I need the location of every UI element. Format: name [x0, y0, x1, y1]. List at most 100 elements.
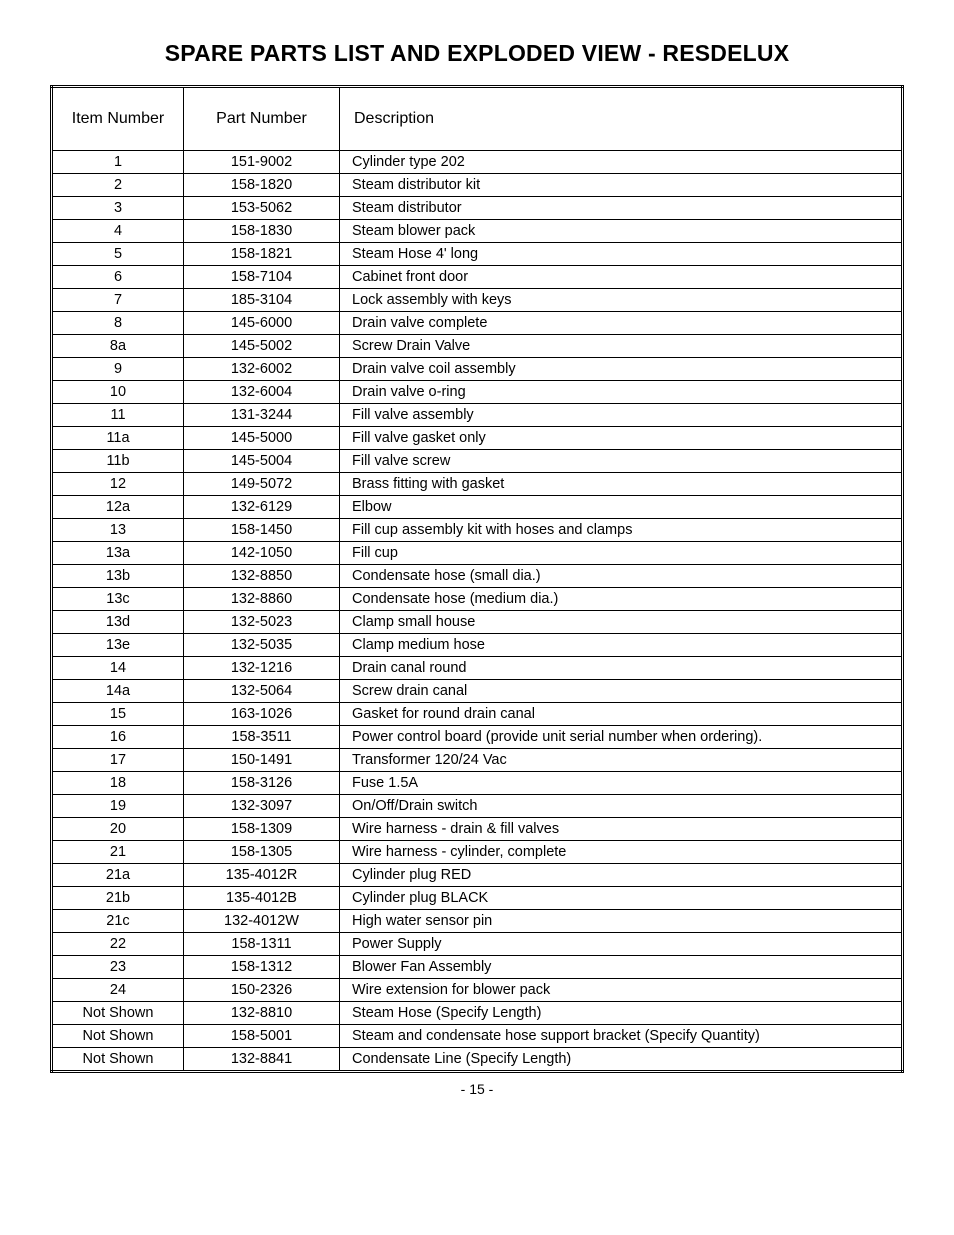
cell-item-number: 22 [52, 933, 184, 956]
cell-item-number: 17 [52, 749, 184, 772]
cell-item-number: 12 [52, 473, 184, 496]
cell-part-number: 163-1026 [184, 703, 340, 726]
cell-part-number: 158-5001 [184, 1025, 340, 1048]
cell-description: On/Off/Drain switch [340, 795, 903, 818]
cell-item-number: 10 [52, 381, 184, 404]
cell-part-number: 132-6129 [184, 496, 340, 519]
cell-item-number: 21b [52, 887, 184, 910]
cell-part-number: 132-5064 [184, 680, 340, 703]
col-description: Description [340, 87, 903, 151]
table-row: 4158-1830Steam blower pack [52, 220, 903, 243]
cell-part-number: 151-9002 [184, 151, 340, 174]
cell-part-number: 132-3097 [184, 795, 340, 818]
cell-part-number: 153-5062 [184, 197, 340, 220]
col-item-number: Item Number [52, 87, 184, 151]
cell-item-number: 6 [52, 266, 184, 289]
cell-item-number: 21 [52, 841, 184, 864]
cell-item-number: 13a [52, 542, 184, 565]
cell-description: Fuse 1.5A [340, 772, 903, 795]
cell-part-number: 135-4012B [184, 887, 340, 910]
col-part-number: Part Number [184, 87, 340, 151]
cell-part-number: 142-1050 [184, 542, 340, 565]
table-row: 16158-3511Power control board (provide u… [52, 726, 903, 749]
cell-part-number: 132-6002 [184, 358, 340, 381]
table-row: 2158-1820Steam distributor kit [52, 174, 903, 197]
table-row: 15163-1026Gasket for round drain canal [52, 703, 903, 726]
cell-part-number: 158-1830 [184, 220, 340, 243]
cell-description: Power Supply [340, 933, 903, 956]
cell-description: Screw drain canal [340, 680, 903, 703]
cell-part-number: 145-6000 [184, 312, 340, 335]
cell-part-number: 132-8860 [184, 588, 340, 611]
table-row: 6158-7104Cabinet front door [52, 266, 903, 289]
cell-item-number: 14a [52, 680, 184, 703]
cell-item-number: 11b [52, 450, 184, 473]
cell-item-number: 13 [52, 519, 184, 542]
table-body: 1151-9002Cylinder type 2022158-1820Steam… [52, 151, 903, 1072]
cell-description: Steam distributor [340, 197, 903, 220]
cell-item-number: 5 [52, 243, 184, 266]
cell-description: Elbow [340, 496, 903, 519]
cell-item-number: 8a [52, 335, 184, 358]
cell-part-number: 132-8810 [184, 1002, 340, 1025]
table-row: 11131-3244Fill valve assembly [52, 404, 903, 427]
cell-description: Condensate hose (medium dia.) [340, 588, 903, 611]
cell-description: Steam Hose 4' long [340, 243, 903, 266]
cell-item-number: 13d [52, 611, 184, 634]
cell-item-number: 13c [52, 588, 184, 611]
cell-item-number: 13b [52, 565, 184, 588]
cell-part-number: 132-6004 [184, 381, 340, 404]
cell-part-number: 158-1820 [184, 174, 340, 197]
cell-item-number: 12a [52, 496, 184, 519]
cell-description: Steam and condensate hose support bracke… [340, 1025, 903, 1048]
cell-description: Cylinder plug RED [340, 864, 903, 887]
page-number: - 15 - [50, 1081, 904, 1097]
table-row: 18158-3126Fuse 1.5A [52, 772, 903, 795]
cell-part-number: 145-5002 [184, 335, 340, 358]
cell-description: Wire harness - drain & fill valves [340, 818, 903, 841]
cell-description: Drain valve o-ring [340, 381, 903, 404]
cell-description: Steam distributor kit [340, 174, 903, 197]
cell-description: High water sensor pin [340, 910, 903, 933]
cell-item-number: 23 [52, 956, 184, 979]
table-row: 14a132-5064Screw drain canal [52, 680, 903, 703]
cell-description: Drain valve coil assembly [340, 358, 903, 381]
cell-part-number: 132-4012W [184, 910, 340, 933]
table-row: 13d132-5023Clamp small house [52, 611, 903, 634]
cell-part-number: 158-1312 [184, 956, 340, 979]
table-row: 19132-3097On/Off/Drain switch [52, 795, 903, 818]
cell-part-number: 145-5004 [184, 450, 340, 473]
cell-description: Condensate hose (small dia.) [340, 565, 903, 588]
cell-part-number: 150-2326 [184, 979, 340, 1002]
cell-item-number: 21a [52, 864, 184, 887]
table-row: 7185-3104Lock assembly with keys [52, 289, 903, 312]
cell-description: Fill valve screw [340, 450, 903, 473]
cell-description: Screw Drain Valve [340, 335, 903, 358]
cell-description: Wire harness - cylinder, complete [340, 841, 903, 864]
cell-item-number: 14 [52, 657, 184, 680]
table-row: 5158-1821Steam Hose 4' long [52, 243, 903, 266]
table-row: 13158-1450Fill cup assembly kit with hos… [52, 519, 903, 542]
cell-part-number: 149-5072 [184, 473, 340, 496]
cell-part-number: 158-3511 [184, 726, 340, 749]
table-row: 24150-2326Wire extension for blower pack [52, 979, 903, 1002]
cell-description: Transformer 120/24 Vac [340, 749, 903, 772]
cell-description: Lock assembly with keys [340, 289, 903, 312]
cell-part-number: 158-3126 [184, 772, 340, 795]
cell-item-number: 13e [52, 634, 184, 657]
cell-part-number: 135-4012R [184, 864, 340, 887]
cell-item-number: 20 [52, 818, 184, 841]
table-row: 21b135-4012BCylinder plug BLACK [52, 887, 903, 910]
table-row: 22158-1311Power Supply [52, 933, 903, 956]
table-header-row: Item Number Part Number Description [52, 87, 903, 151]
table-row: 8a145-5002Screw Drain Valve [52, 335, 903, 358]
cell-description: Cylinder plug BLACK [340, 887, 903, 910]
cell-item-number: 21c [52, 910, 184, 933]
table-row: 20158-1309Wire harness - drain & fill va… [52, 818, 903, 841]
cell-part-number: 158-1450 [184, 519, 340, 542]
cell-part-number: 132-1216 [184, 657, 340, 680]
table-row: Not Shown132-8841Condensate Line (Specif… [52, 1048, 903, 1072]
cell-description: Clamp small house [340, 611, 903, 634]
table-row: 13e132-5035Clamp medium hose [52, 634, 903, 657]
cell-item-number: Not Shown [52, 1048, 184, 1072]
